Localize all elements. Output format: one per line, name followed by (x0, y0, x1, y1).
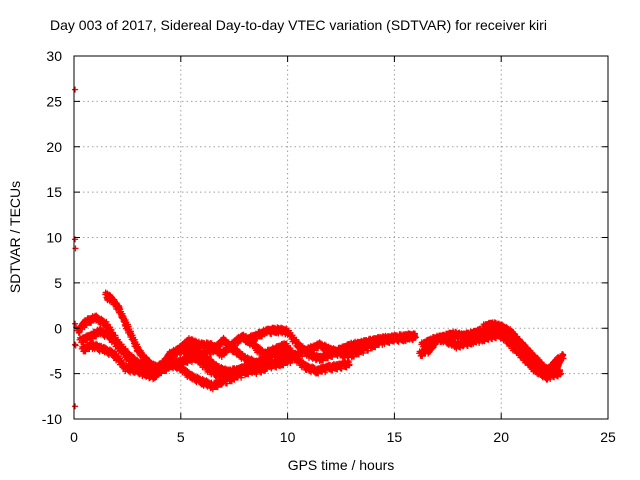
y-tick-labels: -10 -5 0 5 10 15 20 25 30 (42, 48, 62, 427)
x-tick-label: 10 (280, 429, 296, 445)
data-point-outlier (72, 86, 79, 93)
data-point-outlier (72, 403, 79, 410)
x-tick-label: 25 (600, 429, 616, 445)
y-tick-label: 15 (46, 184, 62, 200)
y-axis-label: SDTVAR / TECUs (7, 181, 23, 293)
y-tick-label: 25 (46, 93, 62, 109)
y-tick-label: 20 (46, 139, 62, 155)
x-tick-label: 0 (70, 429, 78, 445)
data-points (72, 86, 567, 410)
y-tick-label: -5 (50, 366, 63, 382)
x-tick-labels: 0 5 10 15 20 25 (70, 429, 616, 445)
y-tick-label: 5 (54, 275, 62, 291)
y-tick-label: 30 (46, 48, 62, 64)
y-tick-label: 0 (54, 320, 62, 336)
x-tick-label: 5 (177, 429, 185, 445)
chart-title: Day 003 of 2017, Sidereal Day-to-day VTE… (50, 17, 547, 33)
y-tick-label: -10 (42, 411, 62, 427)
x-axis-label: GPS time / hours (288, 457, 395, 473)
data-point-outlier (72, 320, 79, 327)
x-tick-label: 15 (387, 429, 403, 445)
data-point-outlier (72, 245, 79, 252)
y-tick-label: 10 (46, 230, 62, 246)
x-tick-label: 20 (493, 429, 509, 445)
